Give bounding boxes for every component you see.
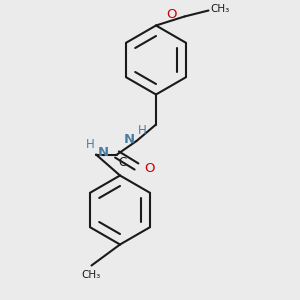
Text: N: N: [98, 146, 109, 160]
Text: N: N: [124, 133, 135, 146]
Text: C: C: [118, 156, 127, 169]
Text: CH₃: CH₃: [210, 4, 229, 14]
Text: O: O: [144, 161, 154, 175]
Text: H: H: [86, 138, 94, 151]
Text: H: H: [138, 124, 147, 137]
Text: O: O: [167, 8, 177, 22]
Text: CH₃: CH₃: [82, 270, 101, 280]
